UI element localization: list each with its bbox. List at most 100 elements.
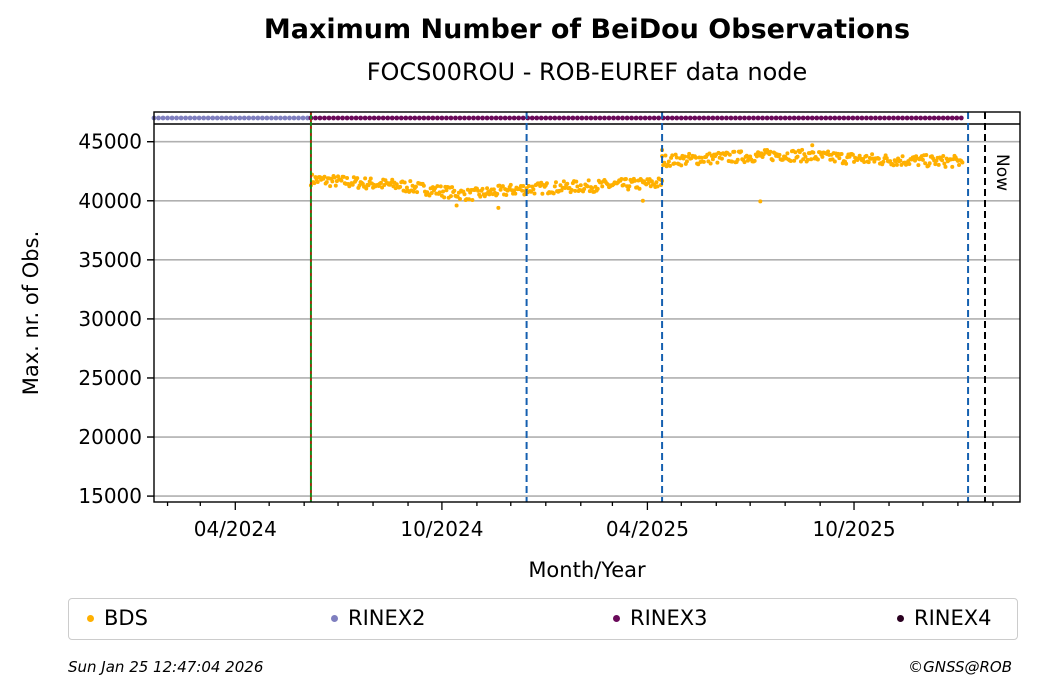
bds-point	[850, 152, 855, 157]
bds-point	[957, 163, 962, 168]
bds-point	[328, 184, 333, 189]
rinex3-point	[340, 115, 345, 121]
bds-point	[815, 157, 820, 162]
rinex3-point	[764, 115, 770, 121]
bds-point	[363, 176, 368, 181]
rinex2-point	[205, 115, 211, 121]
rinex3-point	[484, 115, 490, 121]
rinex2-point	[201, 115, 207, 121]
legend-marker	[897, 614, 904, 622]
bds-point	[544, 181, 549, 186]
rinex3-point	[529, 115, 535, 121]
legend-label: BDS	[104, 606, 148, 630]
bds-point	[924, 153, 929, 158]
bds-point	[727, 152, 732, 157]
bds-point	[866, 160, 871, 165]
rinex3-point	[823, 115, 829, 121]
bds-point	[891, 163, 896, 168]
bds-point	[520, 188, 525, 193]
rinex3-point	[954, 115, 960, 121]
rinex3-point	[683, 115, 689, 121]
rinex3-point	[407, 115, 413, 121]
bds-point	[368, 176, 373, 181]
rinex2-point	[196, 115, 202, 121]
bds-point	[411, 189, 416, 194]
bds-point	[462, 192, 467, 197]
rinex2-point	[278, 115, 283, 121]
bds-point	[679, 163, 684, 168]
bds-point	[872, 159, 877, 164]
bds-point	[513, 191, 518, 196]
rinex3-point	[805, 115, 811, 121]
rinex3-point	[913, 115, 919, 121]
rinex3-point	[313, 115, 318, 121]
bds-point	[884, 156, 889, 161]
rinex3-point	[475, 115, 481, 121]
bds-point	[364, 186, 369, 191]
bds-point	[920, 157, 925, 162]
bds-point	[768, 149, 773, 154]
bds-point	[663, 153, 668, 158]
bds-point	[578, 183, 583, 188]
rinex3-point	[845, 115, 851, 121]
bds-point	[881, 159, 886, 164]
bds-point	[454, 203, 459, 208]
rinex3-point	[710, 115, 716, 121]
rinex3-point	[724, 115, 729, 121]
rinex3-point	[398, 115, 404, 121]
bds-point	[355, 176, 360, 181]
bds-point	[312, 181, 317, 186]
bds-point	[943, 164, 948, 169]
bds-point	[465, 187, 470, 192]
rinex3-point	[696, 115, 702, 121]
legend-item-rinex4: RINEX4	[897, 606, 992, 630]
bds-point	[646, 180, 651, 185]
rinex2-point	[250, 115, 256, 121]
y-axis-label: Max. nr. of Obs.	[19, 231, 43, 396]
bds-point	[438, 184, 443, 189]
x-axis-label: Month/Year	[528, 558, 646, 582]
chart-title: Maximum Number of BeiDou Observations	[263, 14, 911, 45]
bds-point	[715, 160, 720, 165]
rinex3-point	[782, 115, 788, 121]
rinex3-point	[403, 115, 409, 121]
rinex3-point	[534, 115, 540, 121]
bds-point	[553, 180, 558, 185]
rinex3-point	[769, 115, 775, 121]
bds-point	[495, 191, 500, 196]
rinex3-point	[588, 115, 594, 121]
rinex2-point	[183, 115, 189, 121]
legend-label: RINEX4	[914, 606, 992, 630]
rinex3-point	[511, 115, 517, 121]
bds-point	[785, 151, 790, 156]
rinex3-point	[371, 115, 377, 121]
bds-point	[876, 156, 881, 161]
rinex3-point	[669, 115, 675, 121]
rinex3-point	[624, 115, 630, 121]
bds-point	[582, 187, 587, 192]
bds-point	[708, 161, 713, 166]
legend-label: RINEX2	[348, 606, 426, 630]
bds-point	[907, 161, 912, 166]
bds-point	[574, 179, 579, 184]
rinex3-point	[687, 115, 693, 121]
rinex3-point	[552, 115, 558, 121]
bds-point	[719, 156, 724, 161]
bds-point	[780, 157, 785, 162]
bds-point	[435, 184, 440, 189]
bds-point	[350, 182, 355, 187]
rinex3-point	[602, 115, 607, 121]
bds-point	[491, 187, 496, 192]
rinex3-point	[751, 115, 756, 121]
rinex3-point	[868, 115, 874, 121]
rinex3-point	[471, 115, 476, 121]
bds-point	[470, 197, 475, 202]
bds-point	[452, 188, 457, 193]
rinex3-point	[895, 115, 901, 121]
bds-point	[894, 162, 899, 167]
bds-point	[351, 175, 356, 180]
rinex2-point	[241, 115, 247, 121]
rinex3-point	[809, 115, 815, 121]
rinex3-point	[940, 115, 946, 121]
rinex3-point	[322, 115, 327, 121]
